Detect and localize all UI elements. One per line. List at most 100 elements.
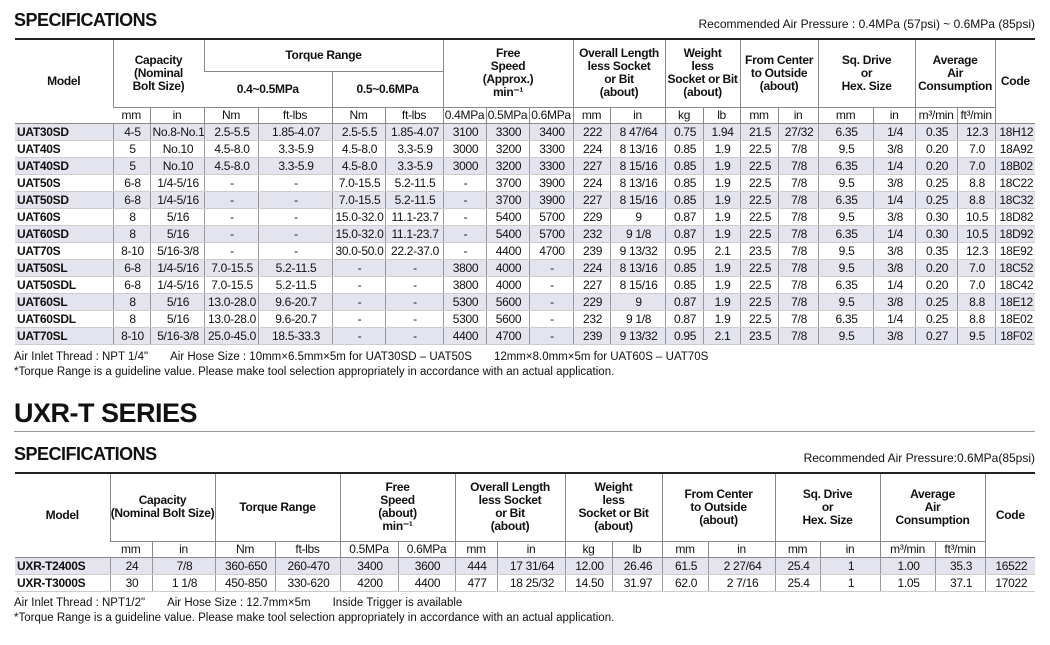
data-cell: 1.94 xyxy=(702,123,741,141)
data-cell: 0.87 xyxy=(664,293,704,311)
data-cell: 24 xyxy=(109,557,152,575)
header-cell: ft-lbs xyxy=(257,107,333,124)
data-cell: 9 1/8 xyxy=(609,310,666,328)
data-cell: 5300 xyxy=(442,310,487,328)
data-cell: 0.87 xyxy=(664,225,704,243)
notes: Air Inlet Thread : NPT 1/4" Air Hose Size… xyxy=(14,350,730,380)
data-cell: 6.35 xyxy=(817,191,874,209)
data-cell: 5.2-11.5 xyxy=(384,191,444,209)
data-cell: 6-8 xyxy=(112,191,150,209)
data-cell: 4.5-8.0 xyxy=(203,157,259,175)
data-cell: 4.5-8.0 xyxy=(331,140,386,158)
header-cell: Code xyxy=(994,39,1036,124)
header-cell: Overall Length less Socket or Bit (about… xyxy=(572,39,666,108)
data-cell: 7/8 xyxy=(777,327,819,345)
header-cell: in xyxy=(819,541,881,558)
data-cell: 0.35 xyxy=(914,242,958,260)
data-cell: 3700 xyxy=(485,174,530,192)
spec-table: Model Capacity (Nominal Bolt Size) Torque … xyxy=(15,472,1036,592)
data-row: UXR-T3000S 30 1 1/8 450-850 330-620 4200 4400 4… xyxy=(15,574,1036,592)
data-cell: 239 xyxy=(572,327,611,345)
data-cell: 6.35 xyxy=(817,225,874,243)
data-cell: 22.5 xyxy=(739,276,779,294)
data-cell: - xyxy=(203,242,259,260)
header-cell: Model xyxy=(15,473,110,558)
data-cell: - xyxy=(528,259,574,277)
data-cell: 22.5 xyxy=(739,157,779,175)
data-cell: 4-5 xyxy=(112,123,150,141)
data-cell: - xyxy=(384,259,444,277)
notes: Air Inlet Thread : NPT1/2" Air Hose Size … xyxy=(14,596,636,626)
data-cell: 8 15/16 xyxy=(609,157,666,175)
data-cell: 3800 xyxy=(442,259,487,277)
data-cell: 3300 xyxy=(528,140,574,158)
data-cell: 5700 xyxy=(528,225,574,243)
data-cell: 9 xyxy=(609,293,666,311)
data-cell: 11.1-23.7 xyxy=(384,225,444,243)
header-cell: Capacity (Nominal Bolt Size) xyxy=(112,39,205,108)
data-row: UAT40SD 5 No.10 4.5-8.0 3.3-5.9 4.5-8.0 3.3-5.… xyxy=(15,157,1036,175)
header-cell: Nm xyxy=(214,541,276,558)
data-cell: 7/8 xyxy=(777,276,819,294)
data-cell: 3/8 xyxy=(872,174,916,192)
model-cell: UXR-T2400S xyxy=(15,557,110,575)
data-cell: 12.3 xyxy=(956,242,996,260)
data-cell: 9 13/32 xyxy=(609,242,666,260)
header-cell: Average Air Consumption xyxy=(914,39,996,108)
data-cell: 0.85 xyxy=(664,259,704,277)
header-cell: 0.5MPa xyxy=(485,107,530,124)
data-cell: 1/4 xyxy=(872,310,916,328)
header-cell: Weight less Socket or Bit (about) xyxy=(564,473,663,542)
data-cell: 0.20 xyxy=(914,259,958,277)
model-cell: UAT70SL xyxy=(15,327,113,345)
data-cell: 227 xyxy=(572,276,611,294)
data-cell: 9.5 xyxy=(817,174,874,192)
data-cell: - xyxy=(331,293,386,311)
data-cell: 16522 xyxy=(984,557,1036,575)
data-cell: 0.20 xyxy=(914,157,958,175)
data-row: UAT70S 8-10 5/16-3/8- -30.0-50.0 22.2-37.0-4… xyxy=(15,242,1036,260)
data-cell: 18A92 xyxy=(994,140,1036,158)
data-cell: 21.5 xyxy=(739,123,779,141)
data-cell: 3/8 xyxy=(872,293,916,311)
data-cell: 22.5 xyxy=(739,225,779,243)
data-cell: 18D82 xyxy=(994,208,1036,226)
data-cell: 8 xyxy=(112,225,150,243)
data-cell: 7.0-15.5 xyxy=(203,276,259,294)
data-cell: 0.30 xyxy=(914,225,958,243)
data-cell: 9.5 xyxy=(817,293,874,311)
header-cell: mm xyxy=(572,107,611,124)
spec-table: Model Capacity (Nominal Bolt Size) Torque … xyxy=(15,38,1036,345)
data-cell: 8.8 xyxy=(956,293,996,311)
data-cell: 1.9 xyxy=(702,174,741,192)
data-cell: 1.9 xyxy=(702,293,741,311)
data-cell: 61.5 xyxy=(661,557,709,575)
data-cell: 3200 xyxy=(485,140,530,158)
data-cell: 18E02 xyxy=(994,310,1036,328)
data-row: UAT60SDL 8 5/16 13.0-28.0 9.6-20.7- -5300 5600… xyxy=(15,310,1036,328)
data-cell: 6-8 xyxy=(112,174,150,192)
data-cell: 3300 xyxy=(485,123,530,141)
data-cell: 7.0 xyxy=(956,140,996,158)
data-cell: No.10 xyxy=(149,140,205,158)
data-cell: No.8-No.10 xyxy=(149,123,205,141)
header-cell: Average Air Consumption xyxy=(879,473,986,542)
data-row: UAT60S 8 5/16- -15.0-32.0 11.1-23.7-5400 5700… xyxy=(15,208,1036,226)
data-cell: 1.85-4.07 xyxy=(384,123,444,141)
data-cell: 4000 xyxy=(485,259,530,277)
data-cell: 31.97 xyxy=(611,574,663,592)
header-cell: m³/min xyxy=(914,107,958,124)
model-cell: UAT50SL xyxy=(15,259,113,277)
data-cell: 22.5 xyxy=(739,293,779,311)
data-cell: 5/16 xyxy=(149,225,205,243)
data-cell: 1/4-5/16 xyxy=(149,276,205,294)
data-cell: 3.3-5.9 xyxy=(257,157,333,175)
model-cell: UAT30SD xyxy=(15,123,113,141)
data-row: UAT60SD 8 5/16- -15.0-32.0 11.1-23.7-5400 570… xyxy=(15,225,1036,243)
data-cell: 0.95 xyxy=(664,327,704,345)
data-cell: 22.5 xyxy=(739,259,779,277)
data-cell: 1 xyxy=(819,574,881,592)
data-cell: 0.85 xyxy=(664,140,704,158)
data-cell: 1.9 xyxy=(702,276,741,294)
header-cell: mm xyxy=(110,541,152,558)
